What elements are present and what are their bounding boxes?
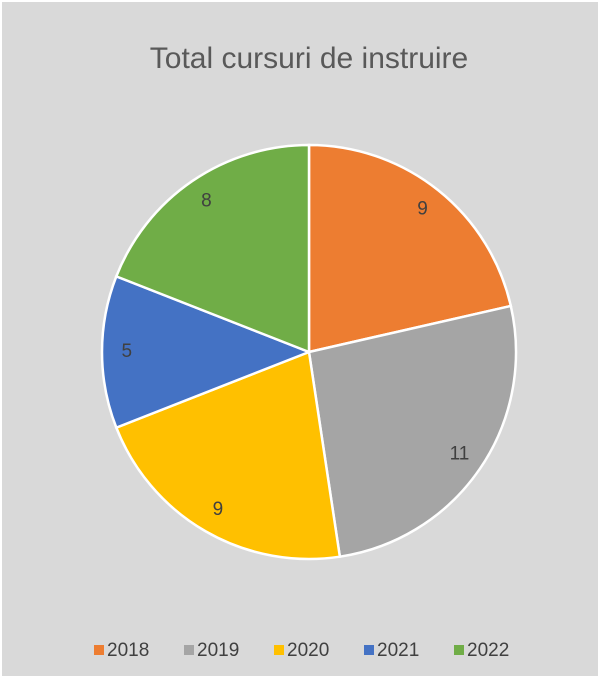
legend-label: 2022 bbox=[467, 640, 509, 661]
legend-swatch bbox=[94, 645, 104, 655]
legend-label: 2018 bbox=[107, 640, 149, 661]
legend-label: 2021 bbox=[377, 640, 419, 661]
legend-swatch bbox=[274, 645, 284, 655]
pie-slice bbox=[114, 350, 342, 561]
pie-slice bbox=[307, 304, 518, 559]
pie-slice bbox=[307, 143, 513, 354]
legend-swatch bbox=[364, 645, 374, 655]
pie-slice bbox=[114, 143, 311, 354]
pie-slice bbox=[100, 274, 313, 430]
data-label: 11 bbox=[450, 444, 470, 465]
chart-title: Total cursuri de instruire bbox=[150, 42, 468, 75]
data-label: 8 bbox=[201, 191, 212, 212]
data-label: 9 bbox=[417, 199, 428, 220]
legend-swatch bbox=[454, 645, 464, 655]
legend-label: 2020 bbox=[287, 640, 329, 661]
data-label: 5 bbox=[122, 341, 133, 362]
legend-swatch bbox=[184, 645, 194, 655]
data-label: 9 bbox=[213, 499, 224, 520]
legend-label: 2019 bbox=[197, 640, 239, 661]
